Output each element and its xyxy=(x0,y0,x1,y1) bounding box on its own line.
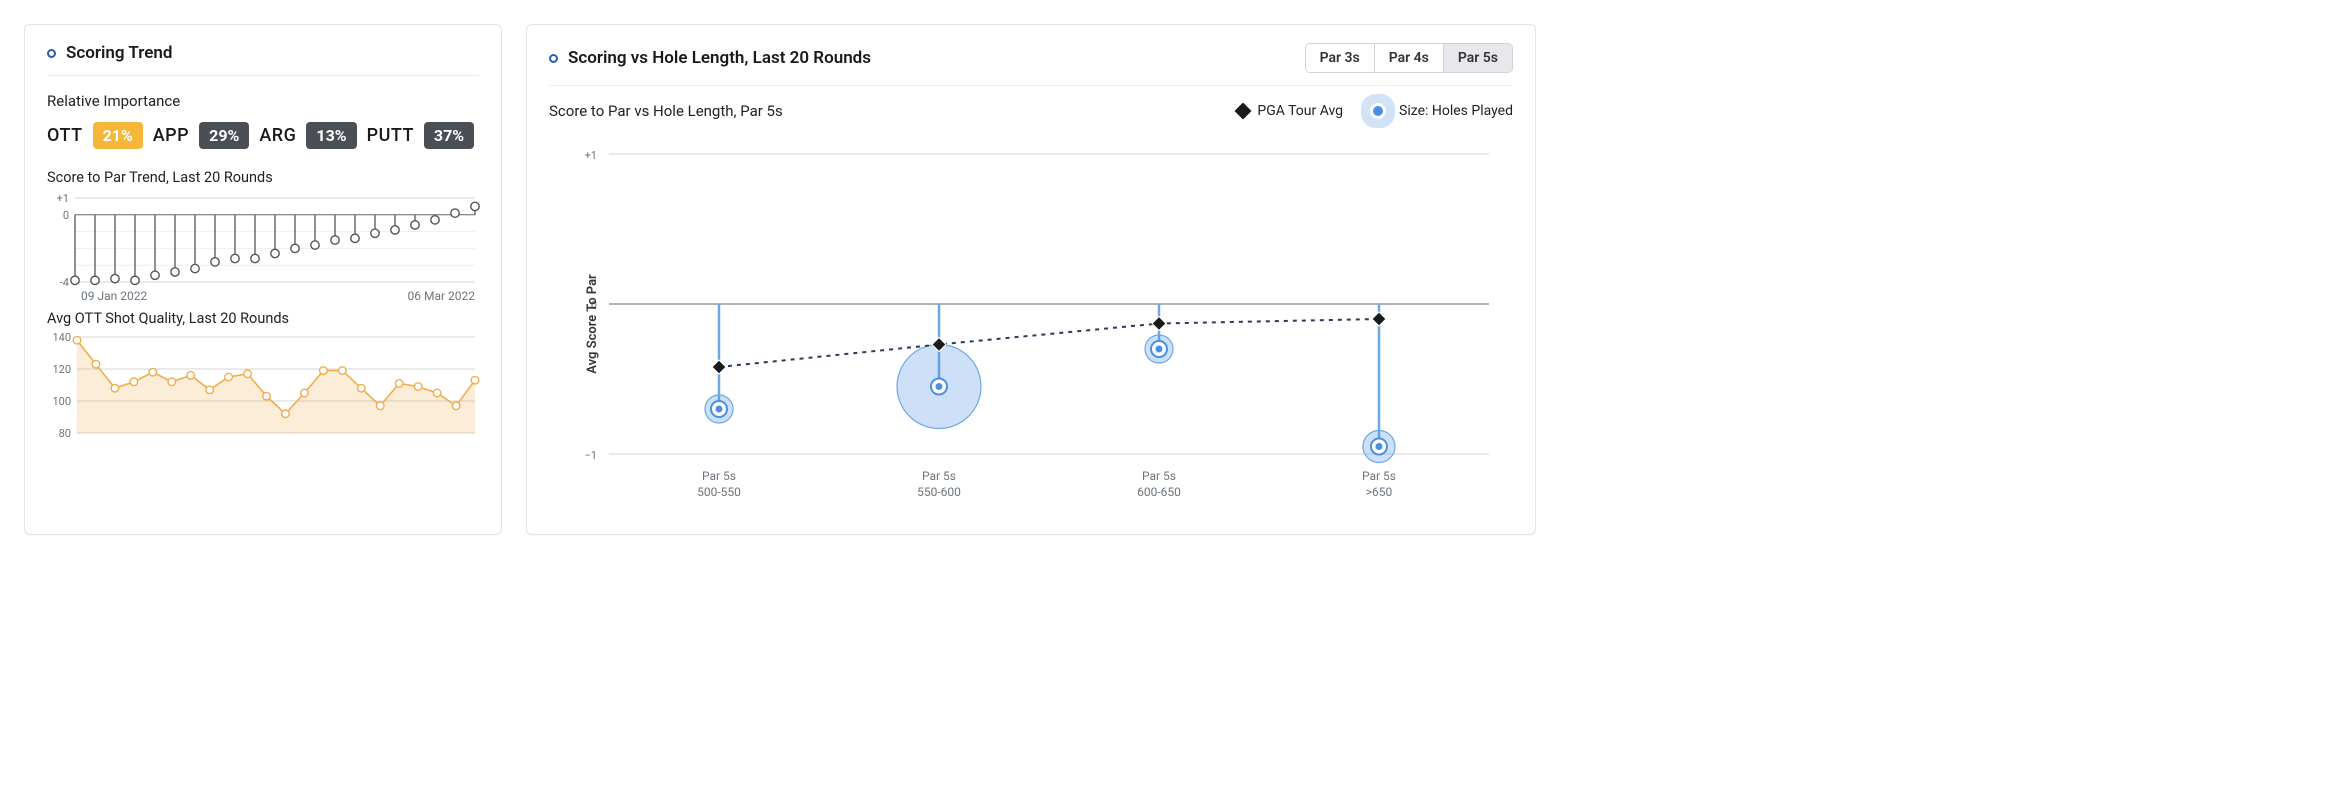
par-tab-par5s[interactable]: Par 5s xyxy=(1444,44,1512,72)
svg-text:Par 5s: Par 5s xyxy=(922,469,956,483)
score-vs-length-chart: −10+1Par 5s500-550Par 5s550-600Par 5s600… xyxy=(549,134,1509,514)
diamond-icon xyxy=(1235,103,1252,120)
legend-pga-label: PGA Tour Avg xyxy=(1257,103,1343,119)
card-bullet-icon xyxy=(549,54,558,63)
ott-quality-chart: 80 100 120 140 xyxy=(47,333,481,443)
svg-text:550-600: 550-600 xyxy=(917,485,961,499)
svg-text:500-550: 500-550 xyxy=(697,485,741,499)
svg-text:-4: -4 xyxy=(60,276,69,289)
svg-text:+1: +1 xyxy=(57,192,69,205)
importance-label-app: APP xyxy=(153,125,189,146)
svg-text:−1: −1 xyxy=(585,449,597,462)
card-title: Scoring Trend xyxy=(66,43,479,63)
svg-text:Par 5s: Par 5s xyxy=(702,469,736,483)
svg-text:140: 140 xyxy=(52,333,71,344)
importance-label-arg: ARG xyxy=(259,125,296,146)
importance-row: OTT 21% APP 29% ARG 13% PUTT 37% xyxy=(47,122,479,149)
score-chart-title: Score to Par Trend, Last 20 Rounds xyxy=(47,169,479,186)
svg-text:06 Mar 2022: 06 Mar 2022 xyxy=(408,289,476,302)
circle-icon xyxy=(1373,106,1383,116)
card-title: Scoring vs Hole Length, Last 20 Rounds xyxy=(568,48,1305,68)
importance-badge-arg: 13% xyxy=(306,122,356,149)
svg-text:+1: +1 xyxy=(585,149,597,162)
svg-text:100: 100 xyxy=(52,395,71,408)
legend-size: Size: Holes Played xyxy=(1365,103,1513,119)
svg-text:120: 120 xyxy=(52,363,71,376)
scoring-trend-card: Scoring Trend Relative Importance OTT 21%… xyxy=(24,24,502,535)
svg-text:80: 80 xyxy=(59,427,71,440)
par-tab-par4s[interactable]: Par 4s xyxy=(1375,44,1444,72)
card-bullet-icon xyxy=(47,49,56,58)
svg-text:Par 5s: Par 5s xyxy=(1362,469,1396,483)
legend-size-label: Size: Holes Played xyxy=(1399,103,1513,119)
importance-label-putt: PUTT xyxy=(367,125,414,146)
importance-badge-ott: 21% xyxy=(93,122,143,149)
svg-text:600-650: 600-650 xyxy=(1137,485,1181,499)
importance-badge-putt: 37% xyxy=(424,122,474,149)
svg-text:09 Jan 2022: 09 Jan 2022 xyxy=(81,289,147,302)
svg-text:0: 0 xyxy=(63,209,69,222)
score-to-par-chart: -4 0 +1 09 Jan 2022 06 Mar 2022 xyxy=(47,192,481,302)
ott-chart-title: Avg OTT Shot Quality, Last 20 Rounds xyxy=(47,310,479,327)
svg-text:>650: >650 xyxy=(1366,485,1393,499)
legend-pga: PGA Tour Avg xyxy=(1237,103,1343,119)
scoring-vs-length-card: Scoring vs Hole Length, Last 20 Rounds P… xyxy=(526,24,1536,535)
importance-label-ott: OTT xyxy=(47,125,83,146)
chart-subtitle: Score to Par vs Hole Length, Par 5s xyxy=(549,102,783,120)
y-axis-label: Avg Score To Par xyxy=(585,274,600,373)
par-tab-group: Par 3sPar 4sPar 5s xyxy=(1305,43,1513,73)
importance-badge-app: 29% xyxy=(199,122,249,149)
importance-heading: Relative Importance xyxy=(47,92,479,110)
par-tab-par3s[interactable]: Par 3s xyxy=(1306,44,1375,72)
svg-text:Par 5s: Par 5s xyxy=(1142,469,1176,483)
